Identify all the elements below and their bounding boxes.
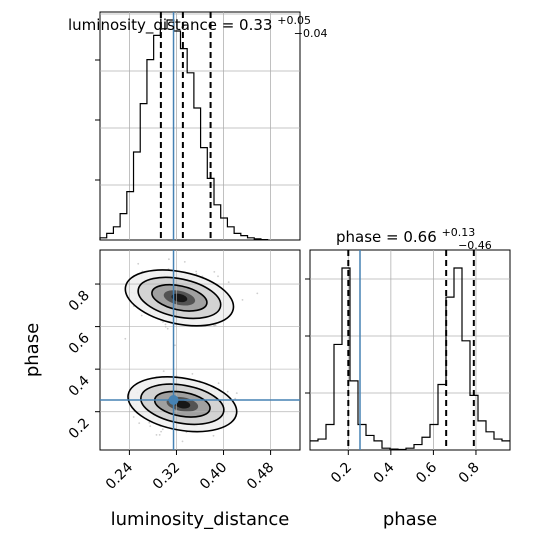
posterior-sample-point xyxy=(195,273,198,275)
luminosity-distance-title-base: luminosity_distance = 0.33 xyxy=(68,16,272,35)
phase-x-ticks: 0.2 0.4 0.6 0.8 xyxy=(328,450,483,487)
luminosity-distance-x-ticks: 0.24 0.32 0.40 0.48 xyxy=(103,450,277,493)
posterior-sample-point xyxy=(235,392,238,394)
phase-histogram-grid xyxy=(310,250,510,450)
luminosity-distance-x-tick-label: 0.48 xyxy=(244,460,277,493)
truth-marker xyxy=(168,395,179,405)
posterior-sample-point xyxy=(162,321,164,323)
phase-y-tick-label: 0.8 xyxy=(66,288,93,315)
luminosity-distance-x-tick-label: 0.40 xyxy=(197,460,230,493)
posterior-sample-point xyxy=(183,261,186,263)
posterior-sample-point xyxy=(132,416,135,418)
phase-y-tick-label: 0.4 xyxy=(66,373,93,400)
luminosity-distance-histogram-panel: luminosity_distance = 0.33 +0.05 −0.04 xyxy=(68,11,327,241)
posterior-sample-point xyxy=(164,323,167,326)
phase-y-ticks: 0.2 0.4 0.6 0.8 xyxy=(66,283,100,442)
phase-axis-label-bottom: phase xyxy=(383,509,437,530)
luminosity-distance-x-tick-label: 0.32 xyxy=(150,460,183,493)
posterior-sample-point xyxy=(138,422,141,424)
density-contour-line xyxy=(137,276,222,320)
posterior-sample-point xyxy=(124,337,127,340)
phase-vs-luminosity-distance-panel: 0.24 0.32 0.40 0.48 0.2 0.4 0.6 0.8 luminosity… xyxy=(22,249,301,530)
posterior-sample-point xyxy=(166,327,169,330)
posterior-sample-point xyxy=(149,425,152,427)
posterior-sample-point xyxy=(155,434,158,436)
luminosity-distance-axis-label: luminosity_distance xyxy=(111,509,290,530)
posterior-sample-point xyxy=(174,344,176,347)
posterior-sample-point xyxy=(158,434,161,436)
density-level-fill xyxy=(174,400,191,409)
luminosity-distance-title: luminosity_distance = 0.33 +0.05 −0.04 xyxy=(68,14,327,40)
phase-title-lower: −0.46 xyxy=(458,239,492,252)
density-contour-line xyxy=(151,283,208,312)
posterior-sample-point xyxy=(213,324,216,327)
density-level-fill xyxy=(171,293,188,303)
posterior-sample-point xyxy=(161,428,164,431)
luminosity-distance-histogram-y-ticks xyxy=(95,59,100,181)
posterior-sample-point xyxy=(148,421,151,424)
phase-axis-label: phase xyxy=(22,323,43,377)
posterior-sample-point xyxy=(256,292,259,295)
posterior-sample-point xyxy=(191,373,194,375)
phase-histogram-panel: 0.2 0.4 0.6 0.8 phase = 0.66 +0.13 −0.46 ph… xyxy=(305,226,511,530)
posterior-sample-point xyxy=(181,440,184,443)
phase-y-tick-label: 0.6 xyxy=(66,330,93,357)
density-contour-line xyxy=(127,376,238,433)
posterior-sample-point xyxy=(217,275,219,278)
phase-histogram-frame xyxy=(309,249,511,451)
luminosity-distance-histogram-frame xyxy=(99,11,301,241)
luminosity-distance-histogram-steps xyxy=(99,19,269,241)
density-contour-line xyxy=(140,383,225,426)
luminosity-distance-quantile-lines xyxy=(159,12,212,240)
phase-x-tick-label: 0.6 xyxy=(413,459,440,486)
posterior-sample-point xyxy=(217,382,220,385)
luminosity-distance-x-tick-label: 0.24 xyxy=(103,459,136,492)
posterior-sample-point xyxy=(212,434,215,437)
posterior-sample-point xyxy=(234,397,237,400)
phase-title-base: phase = 0.66 xyxy=(336,228,437,246)
phase-x-tick-label: 0.2 xyxy=(328,460,355,487)
posterior-sample-point xyxy=(227,281,230,283)
posterior-sample-point xyxy=(214,324,217,327)
posterior-sample-point xyxy=(168,258,170,261)
phase-title: phase = 0.66 +0.13 −0.46 xyxy=(336,226,492,252)
phase-title-upper: +0.13 xyxy=(442,226,476,239)
posterior-sample-point xyxy=(213,271,216,273)
posterior-sample-point xyxy=(140,314,143,317)
phase-x-tick-label: 0.8 xyxy=(456,460,483,487)
posterior-sample-point xyxy=(137,262,140,265)
phase-x-tick-label: 0.4 xyxy=(371,459,398,486)
posterior-sample-point xyxy=(162,370,165,372)
posterior-sample-point xyxy=(241,299,244,301)
phase-y-tick-label: 0.2 xyxy=(66,415,93,442)
phase-quantile-lines xyxy=(347,250,475,450)
luminosity-distance-title-upper: +0.05 xyxy=(277,14,311,27)
posterior-sample-point xyxy=(195,270,198,273)
luminosity-distance-title-lower: −0.04 xyxy=(294,27,328,40)
phase-histogram-steps xyxy=(310,267,510,451)
posterior-sample-point xyxy=(160,430,163,433)
posterior-sample-point xyxy=(226,390,229,393)
phase-histogram-y-ticks xyxy=(305,278,310,394)
